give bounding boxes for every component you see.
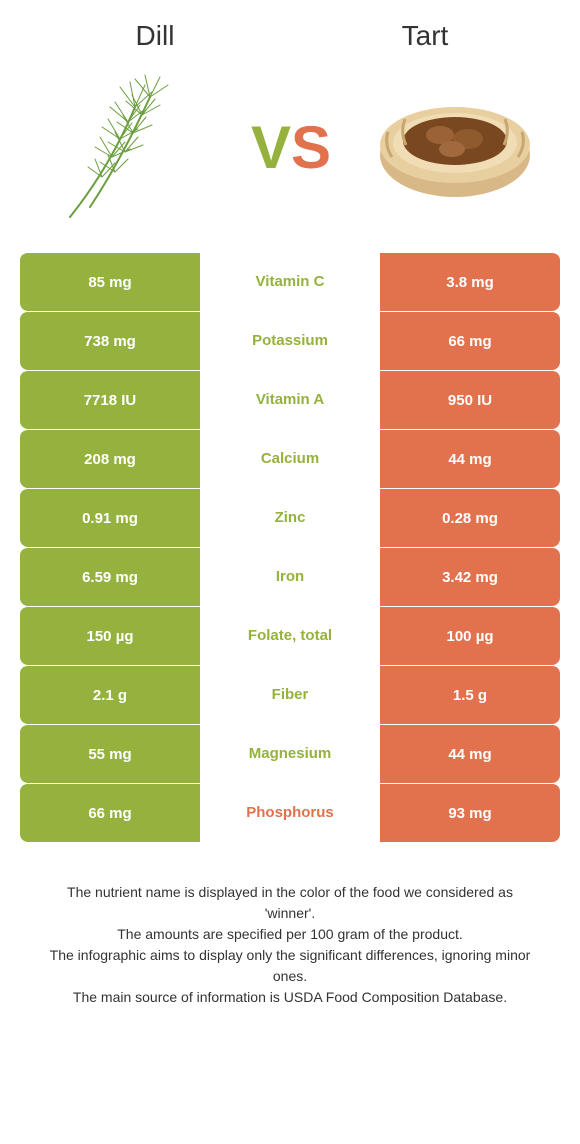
- left-value-cell: 85 mg: [20, 252, 200, 311]
- left-value-cell: 0.91 mg: [20, 488, 200, 547]
- footer-notes: The nutrient name is displayed in the co…: [20, 882, 560, 1008]
- table-row: 55 mgMagnesium44 mg: [20, 724, 560, 783]
- footer-line-1: The nutrient name is displayed in the co…: [40, 882, 540, 924]
- right-food-title: Tart: [290, 20, 560, 52]
- table-row: 150 µgFolate, total100 µg: [20, 606, 560, 665]
- nutrient-name-cell: Zinc: [200, 488, 380, 547]
- table-row: 66 mgPhosphorus93 mg: [20, 783, 560, 842]
- vs-v-letter: V: [251, 113, 289, 182]
- dill-icon: [40, 67, 210, 227]
- right-value-cell: 950 IU: [380, 370, 560, 429]
- right-value-cell: 93 mg: [380, 783, 560, 842]
- footer-line-2: The amounts are specified per 100 gram o…: [40, 924, 540, 945]
- dill-image: [40, 67, 210, 227]
- table-row: 6.59 mgIron3.42 mg: [20, 547, 560, 606]
- right-value-cell: 1.5 g: [380, 665, 560, 724]
- right-value-cell: 44 mg: [380, 724, 560, 783]
- nutrient-name-cell: Fiber: [200, 665, 380, 724]
- nutrient-name-cell: Magnesium: [200, 724, 380, 783]
- table-row: 738 mgPotassium66 mg: [20, 311, 560, 370]
- table-row: 85 mgVitamin C3.8 mg: [20, 252, 560, 311]
- header-row: Dill Tart: [20, 20, 560, 52]
- nutrient-name-cell: Vitamin A: [200, 370, 380, 429]
- nutrient-name-cell: Phosphorus: [200, 783, 380, 842]
- footer-line-3: The infographic aims to display only the…: [40, 945, 540, 987]
- right-value-cell: 66 mg: [380, 311, 560, 370]
- left-value-cell: 6.59 mg: [20, 547, 200, 606]
- right-value-cell: 0.28 mg: [380, 488, 560, 547]
- nutrient-table: 85 mgVitamin C3.8 mg738 mgPotassium66 mg…: [20, 252, 560, 842]
- nutrient-name-cell: Folate, total: [200, 606, 380, 665]
- left-value-cell: 66 mg: [20, 783, 200, 842]
- left-value-cell: 150 µg: [20, 606, 200, 665]
- nutrient-name-cell: Calcium: [200, 429, 380, 488]
- left-value-cell: 55 mg: [20, 724, 200, 783]
- right-value-cell: 44 mg: [380, 429, 560, 488]
- table-row: 208 mgCalcium44 mg: [20, 429, 560, 488]
- nutrient-name-cell: Vitamin C: [200, 252, 380, 311]
- right-value-cell: 3.42 mg: [380, 547, 560, 606]
- vs-label: VS: [251, 113, 329, 182]
- footer-line-4: The main source of information is USDA F…: [40, 987, 540, 1008]
- vs-s-letter: S: [291, 113, 329, 182]
- right-value-cell: 100 µg: [380, 606, 560, 665]
- left-value-cell: 2.1 g: [20, 665, 200, 724]
- nutrient-name-cell: Iron: [200, 547, 380, 606]
- images-row: VS: [20, 67, 560, 227]
- left-value-cell: 208 mg: [20, 429, 200, 488]
- table-row: 2.1 gFiber1.5 g: [20, 665, 560, 724]
- left-food-title: Dill: [20, 20, 290, 52]
- right-value-cell: 3.8 mg: [380, 252, 560, 311]
- table-row: 7718 IUVitamin A950 IU: [20, 370, 560, 429]
- left-value-cell: 7718 IU: [20, 370, 200, 429]
- table-row: 0.91 mgZinc0.28 mg: [20, 488, 560, 547]
- tart-image: [370, 67, 540, 227]
- tart-icon: [370, 87, 540, 207]
- left-value-cell: 738 mg: [20, 311, 200, 370]
- nutrient-name-cell: Potassium: [200, 311, 380, 370]
